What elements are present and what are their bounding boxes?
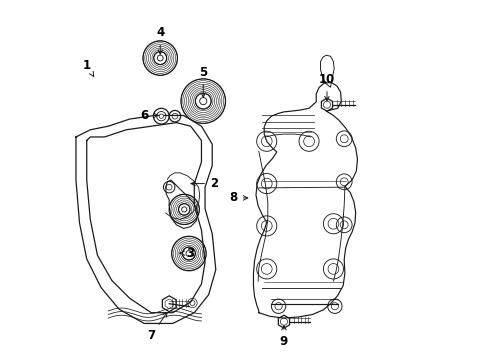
Text: 7: 7 — [147, 312, 167, 342]
Text: 1: 1 — [82, 59, 94, 77]
Text: 6: 6 — [140, 109, 158, 122]
Text: 3: 3 — [180, 247, 194, 260]
Text: 5: 5 — [199, 66, 207, 97]
Text: 10: 10 — [318, 73, 334, 101]
Circle shape — [159, 114, 163, 118]
Circle shape — [182, 207, 186, 212]
Circle shape — [199, 98, 206, 105]
Text: 8: 8 — [229, 192, 247, 204]
Text: 9: 9 — [279, 325, 287, 348]
Text: 4: 4 — [156, 27, 164, 54]
Circle shape — [157, 55, 163, 61]
Text: 2: 2 — [191, 177, 218, 190]
Circle shape — [185, 251, 191, 256]
